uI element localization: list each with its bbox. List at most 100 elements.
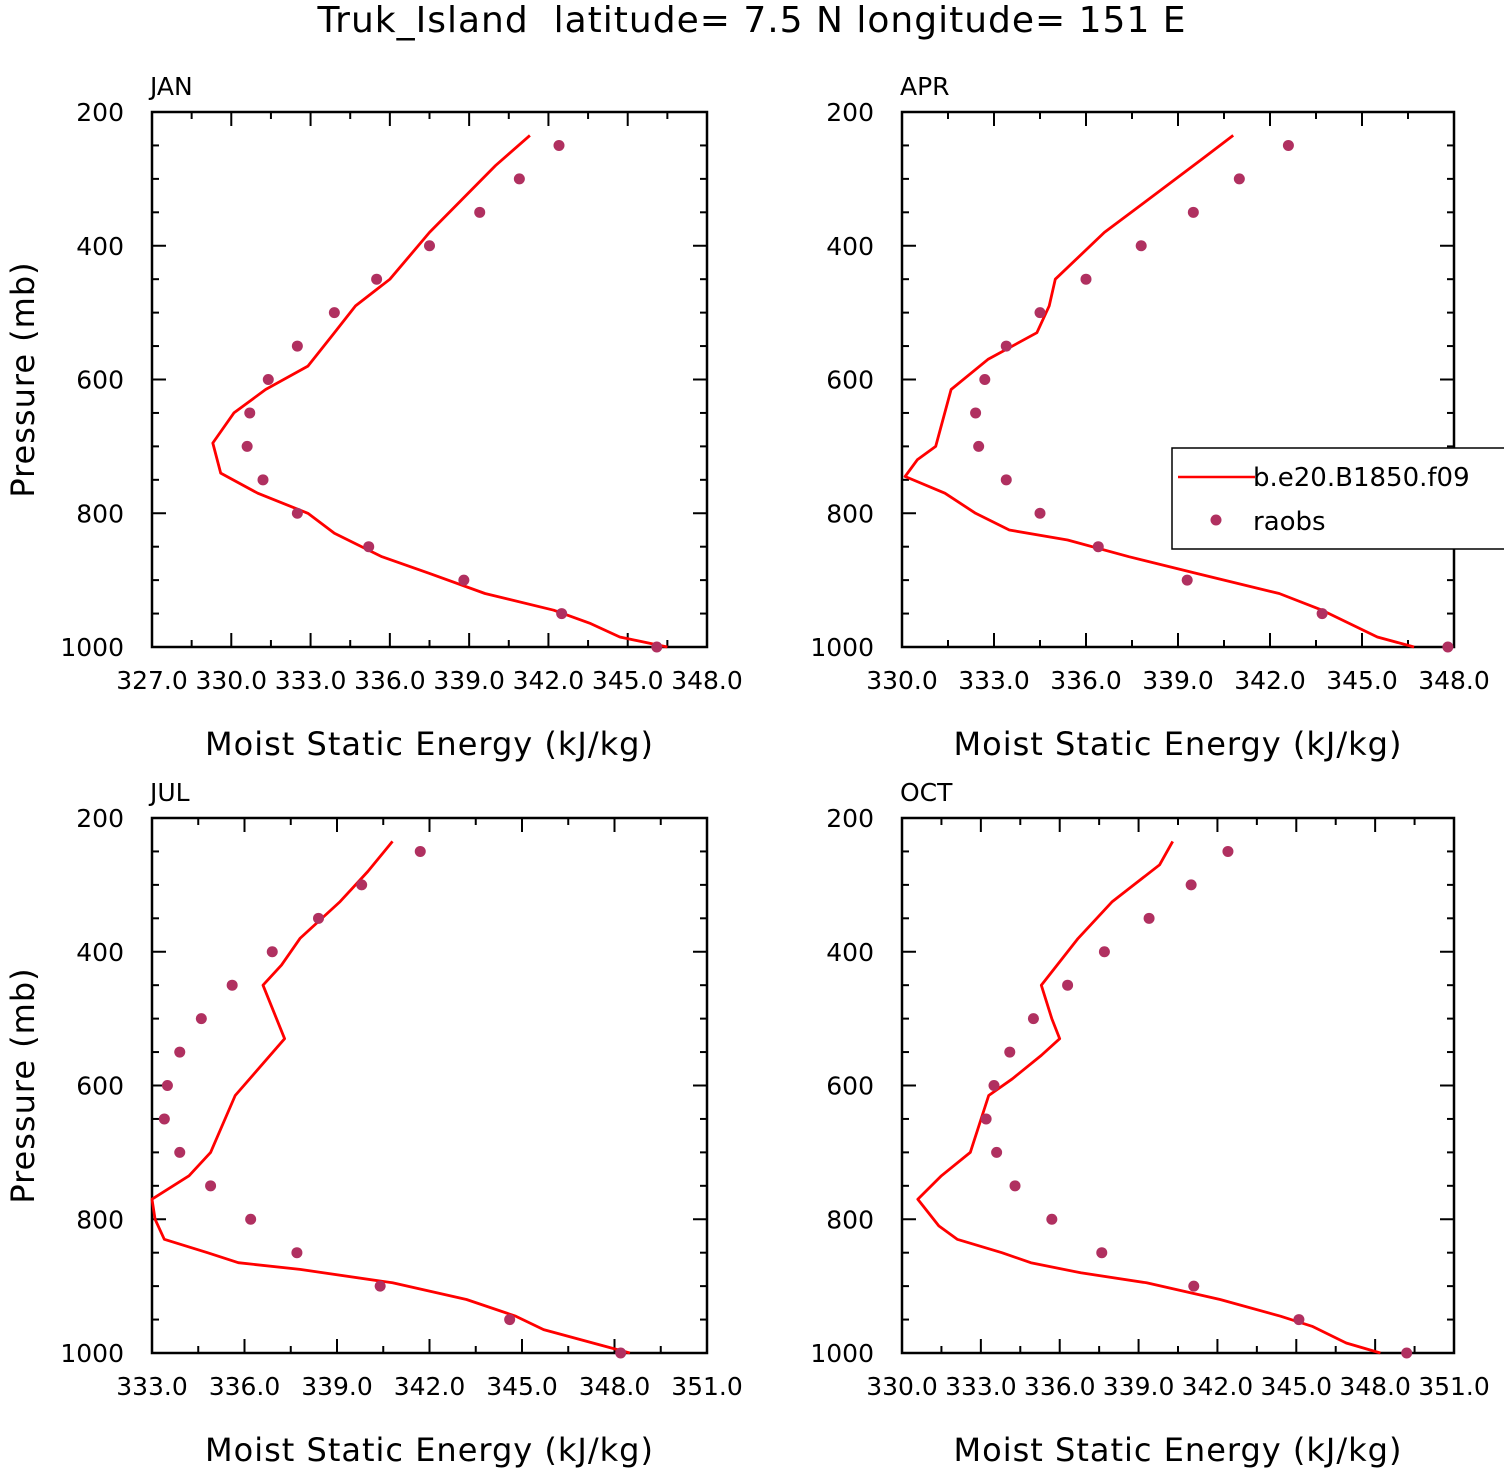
- raobs-point: [1401, 1347, 1413, 1359]
- legend-obs-label: raobs: [1253, 507, 1326, 537]
- model-line: [150, 840, 631, 1355]
- x-tick-label: 339.0: [1142, 666, 1214, 695]
- x-tick-label: 345.0: [1326, 666, 1398, 695]
- y-tick-label: 200: [826, 98, 874, 127]
- x-tick-label: 333.0: [945, 1372, 1017, 1401]
- raobs-point: [979, 374, 991, 385]
- y-tick-label: 400: [76, 938, 124, 967]
- raobs-point: [504, 1314, 516, 1326]
- panel-apr: APR 330.0 333.0 336.0 339.0 342.0 345.0 348.0 20…: [810, 72, 1489, 763]
- figure-title: Truk_Island latitude= 7.5 N longitude= 1…: [316, 0, 1186, 41]
- y-tick-label: 800: [76, 499, 124, 528]
- panel-label: OCT: [900, 778, 953, 807]
- x-tick-label: 348.0: [1339, 1372, 1411, 1401]
- raobs-point: [1034, 507, 1046, 519]
- x-tick-label: 351.0: [671, 1372, 743, 1401]
- panel-oct: OCT 330.0 333.0 336.0 339.0 342.0 345.0 348.0 35…: [810, 778, 1489, 1469]
- raobs-point: [1316, 608, 1328, 620]
- y-tick-label: 200: [76, 98, 124, 127]
- y-tick-label: 600: [826, 366, 874, 395]
- raobs-point: [1135, 240, 1147, 252]
- raobs-point: [1188, 1280, 1200, 1292]
- x-tick-label: 327.0: [116, 666, 188, 695]
- raobs-point: [1096, 1247, 1108, 1259]
- plot-frame: [150, 816, 709, 1355]
- raobs-point: [1000, 340, 1012, 352]
- x-tick-label: 348.0: [1418, 666, 1490, 695]
- legend: b.e20.B1850.f09 raobs: [1171, 447, 1504, 550]
- raobs-point: [988, 1080, 1000, 1091]
- raobs-point: [1282, 139, 1294, 151]
- y-tick-label: 800: [76, 1205, 124, 1234]
- raobs-point: [1027, 1013, 1039, 1025]
- raobs-point: [291, 507, 303, 519]
- legend-marker-swatch: [1210, 514, 1222, 526]
- x-tick-label: 333.0: [958, 666, 1030, 695]
- y-tick-label: 400: [826, 938, 874, 967]
- raobs-point: [174, 1146, 186, 1158]
- raobs-point: [226, 979, 238, 991]
- y-tick-label: 600: [826, 1072, 874, 1101]
- legend-model-label: b.e20.B1850.f09: [1253, 463, 1470, 493]
- raobs-point: [257, 474, 269, 486]
- raobs-point: [991, 1146, 1003, 1158]
- y-tick-label: 800: [826, 499, 874, 528]
- x-tick-label: 348.0: [671, 666, 743, 695]
- y-tick-label: 400: [826, 232, 874, 261]
- y-tick-label: 600: [76, 366, 124, 395]
- plot-frame: [150, 110, 709, 649]
- raobs-point: [1080, 273, 1092, 285]
- y-tick-label: 1000: [60, 633, 124, 662]
- model-line: [211, 134, 668, 649]
- model-line: [903, 134, 1415, 649]
- raobs-point: [356, 879, 368, 891]
- raobs-point: [374, 1280, 386, 1292]
- raobs-point: [328, 307, 340, 319]
- raobs-point: [205, 1180, 217, 1192]
- x-tick-label: 333.0: [275, 666, 347, 695]
- raobs-point: [1062, 979, 1074, 991]
- legend-box: [1171, 447, 1504, 550]
- x-tick-label: 336.0: [354, 666, 426, 695]
- raobs-point: [1009, 1180, 1021, 1192]
- raobs-point: [1181, 574, 1193, 586]
- y-axis-title: Pressure (mb): [4, 261, 42, 497]
- x-tick-label: 345.0: [1260, 1372, 1332, 1401]
- raobs-point: [980, 1113, 992, 1125]
- panel-label: JUL: [148, 778, 190, 807]
- x-tick-label: 342.0: [394, 1372, 466, 1401]
- y-axis-title: Pressure (mb): [4, 967, 42, 1203]
- x-axis-title: Moist Static Energy (kJ/kg): [205, 1431, 654, 1469]
- x-tick-label: 339.0: [301, 1372, 373, 1401]
- raobs-point: [513, 173, 525, 185]
- raobs-point: [414, 845, 426, 857]
- raobs-point: [1143, 912, 1155, 924]
- plot-frame: [900, 816, 1456, 1355]
- panel-label: JAN: [148, 72, 193, 101]
- raobs-point: [195, 1013, 207, 1025]
- raobs-point: [291, 1247, 303, 1259]
- raobs-point: [1185, 879, 1197, 891]
- x-tick-label: 351.0: [1418, 1372, 1490, 1401]
- raobs-point: [1046, 1213, 1058, 1225]
- raobs-point: [262, 374, 274, 385]
- x-tick-label: 339.0: [433, 666, 505, 695]
- x-tick-label: 342.0: [1234, 666, 1306, 695]
- raobs-point: [313, 912, 324, 924]
- y-tick-label: 1000: [810, 1339, 874, 1368]
- raobs-point: [363, 541, 375, 553]
- raobs-point: [1233, 173, 1245, 185]
- x-tick-label: 336.0: [209, 1372, 281, 1401]
- raobs-point: [1222, 845, 1234, 857]
- raobs-point: [371, 273, 383, 285]
- x-tick-label: 330.0: [195, 666, 267, 695]
- raobs-point: [424, 240, 435, 252]
- raobs-point: [474, 206, 486, 218]
- raobs-point: [245, 1213, 257, 1225]
- raobs-point: [553, 139, 565, 151]
- x-tick-label: 342.0: [513, 666, 585, 695]
- model-line: [916, 840, 1381, 1355]
- panel-label: APR: [900, 72, 950, 101]
- raobs-point: [1000, 474, 1012, 486]
- x-tick-label: 336.0: [1024, 1372, 1096, 1401]
